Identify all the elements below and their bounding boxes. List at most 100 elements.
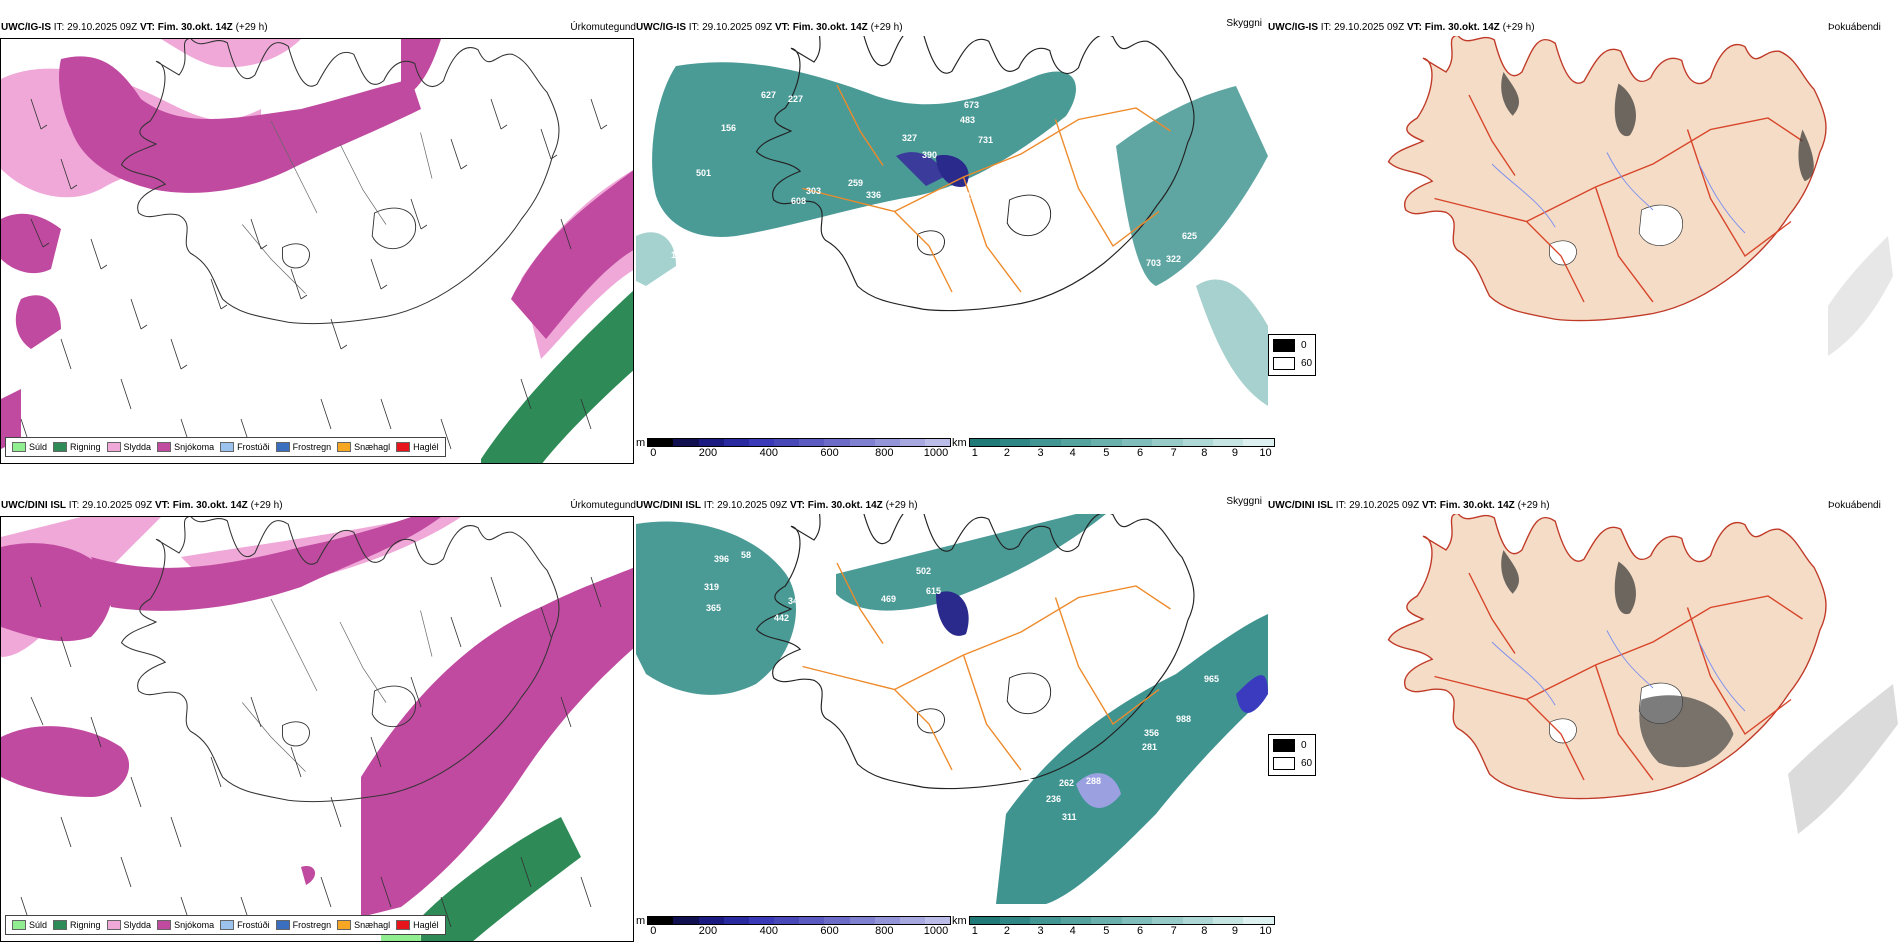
colorbar-cell	[824, 439, 850, 446]
colorbar-cell	[874, 439, 900, 446]
value-label: 390	[922, 150, 937, 160]
colorbar-cell	[648, 917, 674, 924]
colorbar-cell	[1152, 917, 1183, 924]
lead-time: (+29 h)	[870, 22, 903, 33]
colorbar-cell	[849, 917, 875, 924]
fog-swatch-light	[1273, 757, 1295, 770]
colorbar-cell	[1030, 439, 1061, 446]
model-name: UWC/IG-IS	[636, 22, 686, 33]
value-label: 161	[671, 250, 686, 260]
swatch-freezing-drizzle	[220, 920, 235, 930]
legend-label: Súld	[29, 442, 48, 452]
value-label: 368	[722, 238, 737, 248]
lead-time: (+29 h)	[1502, 22, 1535, 33]
valid-time: VT: Fim. 30.okt. 14Z	[774, 22, 868, 33]
lead-time: (+29 h)	[1517, 500, 1550, 511]
panel-type-label: Úrkomutegund	[570, 500, 636, 511]
value-label: 113	[731, 694, 746, 704]
lead-time: (+29 h)	[250, 500, 283, 511]
swatch-freezing-rain	[275, 442, 290, 452]
colorbar-cell	[1182, 917, 1213, 924]
panel-title-cloud-bottom: UWC/DINI ISL IT: 29.10.2025 09Z VT: Fim.…	[636, 500, 918, 511]
cloud-base-labels: 627 227 156 673 483 731 327 390 501 303 …	[671, 90, 1197, 268]
value-label: 288	[1086, 776, 1101, 786]
legend-item: Snæhagl	[337, 442, 390, 452]
colorbar-cell	[1091, 917, 1122, 924]
height-colorbar-bottom: m 0 200 400 600 800 1000	[636, 915, 952, 937]
panel-title-cloud-top: UWC/IG-IS IT: 29.10.2025 09Z VT: Fim. 30…	[636, 22, 903, 33]
fog-legend-label: 0	[1301, 740, 1307, 751]
colorbar-cell	[824, 917, 850, 924]
value-label: 365	[706, 603, 721, 613]
fog-swatch-light	[1273, 357, 1295, 370]
panel-type-label: Þokuábendi	[1828, 500, 1881, 511]
model-name: UWC/DINI ISL	[636, 500, 701, 511]
legend-item: Snjókoma	[157, 920, 214, 930]
swatch-freezing-rain	[275, 920, 290, 930]
valid-time: VT: Fim. 30.okt. 14Z	[154, 500, 248, 511]
colorbar-cell	[1060, 439, 1092, 446]
swatch-graupel	[337, 920, 352, 930]
legend-label: Frostregn	[292, 920, 332, 930]
visibility-colorbar-top: km 1 2 3 4 5 6 7 8 9 10	[952, 437, 1275, 459]
wind-barbs	[20, 98, 608, 450]
legend-item: Frostúði	[220, 920, 270, 930]
value-label: 483	[960, 115, 975, 125]
colorbar-cell	[799, 917, 825, 924]
colorbar-cell	[1243, 917, 1274, 924]
legend-item: Slydda	[106, 920, 152, 930]
fog-svg	[1387, 36, 1893, 356]
fog-legend-bottom: 0 60	[1268, 734, 1316, 776]
swatch-sleet	[106, 442, 121, 452]
legend-label: Slydda	[123, 920, 152, 930]
colorbar-cell	[723, 917, 749, 924]
colorbar-cell	[1212, 917, 1244, 924]
precip-type-panel-top: UWC/IG-IS IT: 29.10.2025 09Z VT: Fim. 30…	[0, 12, 636, 464]
init-time: IT: 29.10.2025 09Z	[688, 22, 773, 33]
value-label: 608	[791, 196, 806, 206]
swatch-hail	[396, 442, 411, 452]
legend-label: Rigning	[70, 442, 101, 452]
swatch-drizzle	[12, 442, 26, 452]
colorbar-cell	[698, 439, 724, 446]
value-label: 615	[926, 586, 941, 596]
colorbar-cells	[647, 916, 952, 925]
colorbar-cell	[774, 439, 800, 446]
colorbar-cell	[1243, 439, 1274, 446]
legend-item: Rigning	[53, 920, 101, 930]
legend-item: Snjókoma	[157, 442, 214, 452]
colorbar-unit: km	[952, 915, 967, 927]
colorbar-unit: m	[636, 915, 646, 927]
colorbar-cell	[1212, 439, 1244, 446]
value-label: 303	[806, 186, 821, 196]
colorbar-cell	[1152, 439, 1183, 446]
lead-time: (+29 h)	[885, 500, 918, 511]
colorbar-cell	[925, 439, 951, 446]
colorbar-unit: km	[952, 437, 967, 449]
value-label: 336	[866, 190, 881, 200]
valid-time: VT: Fim. 30.okt. 14Z	[1421, 500, 1515, 511]
colorbar-cell	[1121, 917, 1153, 924]
colorbar-cell	[799, 439, 825, 446]
value-label: 210	[961, 191, 976, 201]
value-label: 703	[1146, 258, 1161, 268]
fog-panel-bottom: UWC/DINI ISL IT: 29.10.2025 09Z VT: Fim.…	[1268, 490, 1900, 942]
init-time: IT: 29.10.2025 09Z	[1320, 22, 1405, 33]
value-label: 227	[788, 94, 803, 104]
colorbar-cell	[748, 439, 775, 446]
precip-type-legend-top: Súld Rigning Slydda Snjókoma Frostúði Fr…	[5, 437, 446, 457]
value-label: 673	[964, 100, 979, 110]
legend-label: Frostúði	[237, 920, 270, 930]
cloud-base-panel-bottom: UWC/DINI ISL IT: 29.10.2025 09Z VT: Fim.…	[636, 490, 1275, 942]
wind-barbs	[20, 576, 602, 928]
colorbar-cells	[968, 916, 1275, 925]
value-label: 281	[1142, 742, 1157, 752]
legend-label: Haglél	[413, 920, 439, 930]
swatch-rain	[53, 442, 68, 452]
panel-title-precip-top: UWC/IG-IS IT: 29.10.2025 09Z VT: Fim. 30…	[1, 22, 268, 33]
value-label: 327	[902, 133, 917, 143]
value-label: 627	[761, 90, 776, 100]
colorbar-cell	[648, 439, 674, 446]
valid-time: VT: Fim. 30.okt. 14Z	[1406, 22, 1500, 33]
legend-label: Snæhagl	[354, 920, 391, 930]
